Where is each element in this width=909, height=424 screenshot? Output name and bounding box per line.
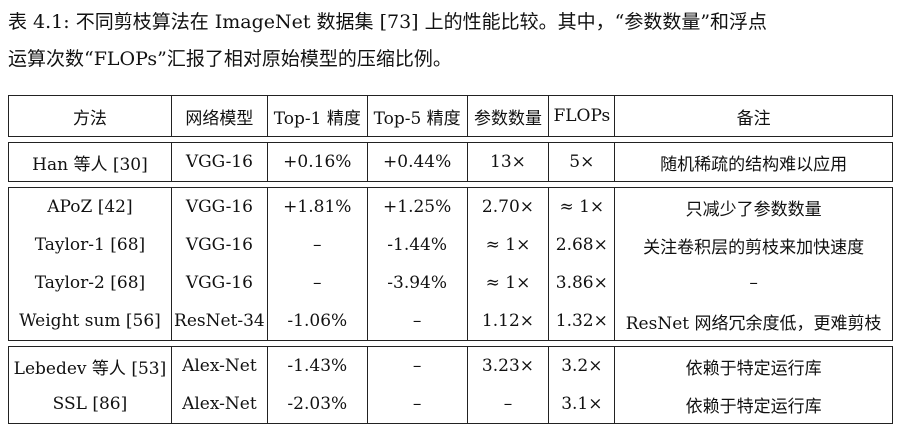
cell-params: 2.70× bbox=[466, 187, 550, 226]
cell-flops: 3.2× bbox=[548, 346, 616, 385]
table-caption: 表 4.1: 不同剪枝算法在 ImageNet 数据集 [73] 上的性能比较。… bbox=[8, 11, 768, 70]
cell-flops: 3.86× bbox=[548, 264, 616, 302]
cell-top5: – bbox=[366, 385, 468, 424]
cell-top5: +0.44% bbox=[366, 142, 468, 182]
table-row: APoZ [42] VGG-16 +1.81% +1.25% 2.70× ≈ 1… bbox=[8, 187, 893, 226]
cell-params: 13× bbox=[466, 142, 550, 182]
cell-top1: -1.43% bbox=[266, 346, 368, 385]
header-flops: FLOPs bbox=[548, 95, 616, 137]
cell-network: ResNet-34 bbox=[170, 302, 268, 341]
cell-top5: -3.94% bbox=[366, 264, 468, 302]
table-row: Han 等人 [30] VGG-16 +0.16% +0.44% 13× 5× … bbox=[8, 142, 893, 182]
cell-notes: 依赖于特定运行库 bbox=[614, 346, 893, 385]
cell-top5: – bbox=[366, 346, 468, 385]
cell-notes: – bbox=[614, 264, 893, 302]
cell-top5: +1.25% bbox=[366, 187, 468, 226]
cell-method: APoZ [42] bbox=[8, 187, 172, 226]
cell-notes: 关注卷积层的剪枝来加快速度 bbox=[614, 226, 893, 264]
cell-params: ≈ 1× bbox=[466, 264, 550, 302]
cell-notes: ResNet 网络冗余度低，更难剪枝 bbox=[614, 302, 893, 341]
cell-notes: 只减少了参数数量 bbox=[614, 187, 893, 226]
table-row: Taylor-1 [68] VGG-16 – -1.44% ≈ 1× 2.68×… bbox=[8, 226, 893, 264]
cell-top1: +0.16% bbox=[266, 142, 368, 182]
header-top5: Top-5 精度 bbox=[366, 95, 468, 137]
cell-network: VGG-16 bbox=[170, 264, 268, 302]
cell-flops: ≈ 1× bbox=[548, 187, 616, 226]
header-network: 网络模型 bbox=[170, 95, 268, 137]
table-row: SSL [86] Alex-Net -2.03% – – 3.1× 依赖于特定运… bbox=[8, 385, 893, 424]
cell-flops: 3.1× bbox=[548, 385, 616, 424]
cell-notes: 随机稀疏的结构难以应用 bbox=[614, 142, 893, 182]
header-top1: Top-1 精度 bbox=[266, 95, 368, 137]
cell-method: Lebedev 等人 [53] bbox=[8, 346, 172, 385]
cell-method: SSL [86] bbox=[8, 385, 172, 424]
cell-params: 3.23× bbox=[466, 346, 550, 385]
cell-flops: 2.68× bbox=[548, 226, 616, 264]
cell-params: 1.12× bbox=[466, 302, 550, 341]
cell-method: Han 等人 [30] bbox=[8, 142, 172, 182]
cell-network: Alex-Net bbox=[170, 385, 268, 424]
cell-method: Taylor-2 [68] bbox=[8, 264, 172, 302]
table-row: Weight sum [56] ResNet-34 -1.06% – 1.12×… bbox=[8, 302, 893, 341]
cell-notes: 依赖于特定运行库 bbox=[614, 385, 893, 424]
group-1: Han 等人 [30] VGG-16 +0.16% +0.44% 13× 5× … bbox=[8, 142, 893, 182]
cell-flops: 5× bbox=[548, 142, 616, 182]
comparison-table: 方法 网络模型 Top-1 精度 Top-5 精度 参数数量 FLOPs 备注 … bbox=[8, 95, 893, 424]
cell-top1: – bbox=[266, 264, 368, 302]
table-row: Taylor-2 [68] VGG-16 – -3.94% ≈ 1× 3.86×… bbox=[8, 264, 893, 302]
header-method: 方法 bbox=[8, 95, 172, 137]
cell-network: VGG-16 bbox=[170, 187, 268, 226]
table-header-row: 方法 网络模型 Top-1 精度 Top-5 精度 参数数量 FLOPs 备注 bbox=[8, 95, 893, 137]
header-notes: 备注 bbox=[614, 95, 893, 137]
cell-top5: -1.44% bbox=[366, 226, 468, 264]
cell-top1: +1.81% bbox=[266, 187, 368, 226]
cell-method: Weight sum [56] bbox=[8, 302, 172, 341]
group-3: Lebedev 等人 [53] Alex-Net -1.43% – 3.23× … bbox=[8, 346, 893, 424]
cell-top5: – bbox=[366, 302, 468, 341]
table-row: Lebedev 等人 [53] Alex-Net -1.43% – 3.23× … bbox=[8, 346, 893, 385]
cell-top1: -2.03% bbox=[266, 385, 368, 424]
cell-top1: – bbox=[266, 226, 368, 264]
header-params: 参数数量 bbox=[466, 95, 550, 137]
cell-flops: 1.32× bbox=[548, 302, 616, 341]
cell-params: – bbox=[466, 385, 550, 424]
cell-network: VGG-16 bbox=[170, 142, 268, 182]
cell-top1: -1.06% bbox=[266, 302, 368, 341]
cell-method: Taylor-1 [68] bbox=[8, 226, 172, 264]
group-2: APoZ [42] VGG-16 +1.81% +1.25% 2.70× ≈ 1… bbox=[8, 187, 893, 341]
cell-network: VGG-16 bbox=[170, 226, 268, 264]
cell-params: ≈ 1× bbox=[466, 226, 550, 264]
cell-network: Alex-Net bbox=[170, 346, 268, 385]
